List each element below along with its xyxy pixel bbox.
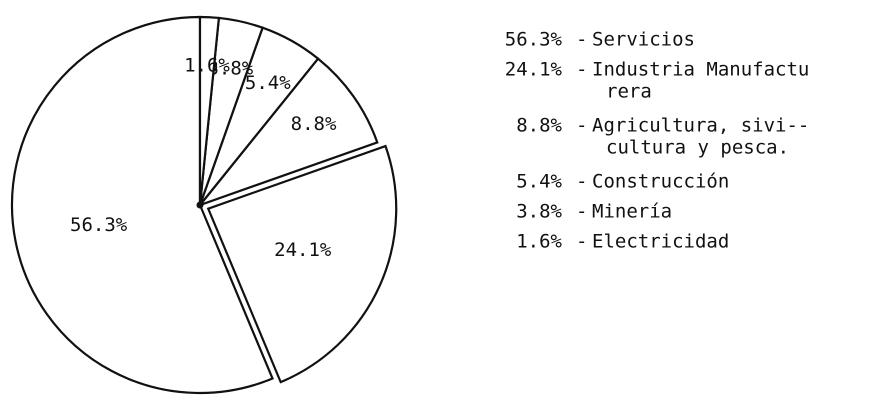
slice-label: 3.8%	[207, 58, 253, 80]
legend-value: 24.1%	[505, 59, 563, 81]
legend-value: 8.8%	[516, 115, 562, 137]
legend-dash: -	[576, 29, 587, 51]
legend-value: 1.6%	[516, 231, 562, 253]
legend-label: Agricultura, sivi--	[592, 115, 809, 137]
pie-slice	[10, 15, 274, 395]
slice-label: 56.3%	[70, 214, 128, 236]
legend-label: rera	[606, 81, 652, 103]
legend-value: 3.8%	[516, 201, 562, 223]
legend-label: Industria Manufactu	[592, 59, 809, 81]
pie-slice	[196, 57, 379, 208]
legend-label: Servicios	[592, 29, 695, 51]
legend-dash: -	[576, 171, 587, 193]
pie-slice	[198, 15, 221, 206]
legend-label: cultura y pesca.	[606, 137, 789, 159]
legend-label: Minería	[592, 201, 672, 223]
legend-dash: -	[576, 201, 587, 223]
legend-dash: -	[576, 59, 587, 81]
legend-dash: -	[576, 115, 587, 137]
slice-label: 8.8%	[291, 113, 337, 135]
center-dot	[196, 201, 204, 209]
legend-value: 56.3%	[505, 29, 563, 51]
legend-label: Construcción	[592, 171, 729, 193]
pie-slice	[206, 144, 398, 384]
slice-label: 5.4%	[245, 72, 291, 94]
legend-value: 5.4%	[516, 171, 562, 193]
pie: 56.3% 24.1% 8.8%5.4%3.8%1.6%	[10, 15, 398, 395]
slice-label: 1.6%	[184, 55, 230, 77]
slice-label: 24.1%	[274, 239, 332, 261]
legend-dash: -	[576, 231, 587, 253]
legend-label: Electricidad	[592, 231, 729, 253]
